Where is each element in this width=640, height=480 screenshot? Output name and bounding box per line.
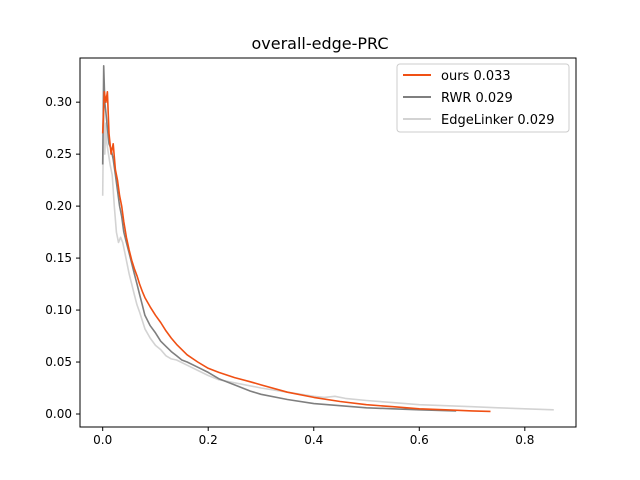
series-line-1 [101,65,457,412]
x-tick-label: 0.2 [199,433,218,447]
y-tick-label: 0.25 [45,147,72,161]
plot-lines [101,65,554,413]
y-tick-label: 0.30 [45,95,72,109]
y-axis-ticks: 0.00 0.05 0.10 0.15 0.20 0.25 0.30 [45,95,80,421]
series-line-2 [101,101,554,411]
x-tick-label: 0.4 [304,433,323,447]
axes-frame [79,57,577,428]
legend: ours 0.033 RWR 0.029 EdgeLinker 0.029 [396,63,570,133]
series-line-0 [101,91,491,413]
chart-title: overall-edge-PRC [251,34,388,53]
y-tick-label: 0.15 [45,251,72,265]
legend-label: RWR 0.029 [441,91,513,106]
y-tick-label: 0.05 [45,355,72,369]
x-tick-label: 0.6 [410,433,429,447]
y-tick-label: 0.00 [45,407,72,421]
legend-label: EdgeLinker 0.029 [441,113,555,128]
y-tick-label: 0.20 [45,199,72,213]
legend-box [396,63,570,133]
y-tick-label: 0.10 [45,303,72,317]
x-tick-label: 0.0 [93,433,112,447]
legend-label: ours 0.033 [441,69,511,84]
x-axis-ticks: 0.0 0.2 0.4 0.6 0.8 [93,427,534,447]
x-tick-label: 0.8 [515,433,534,447]
